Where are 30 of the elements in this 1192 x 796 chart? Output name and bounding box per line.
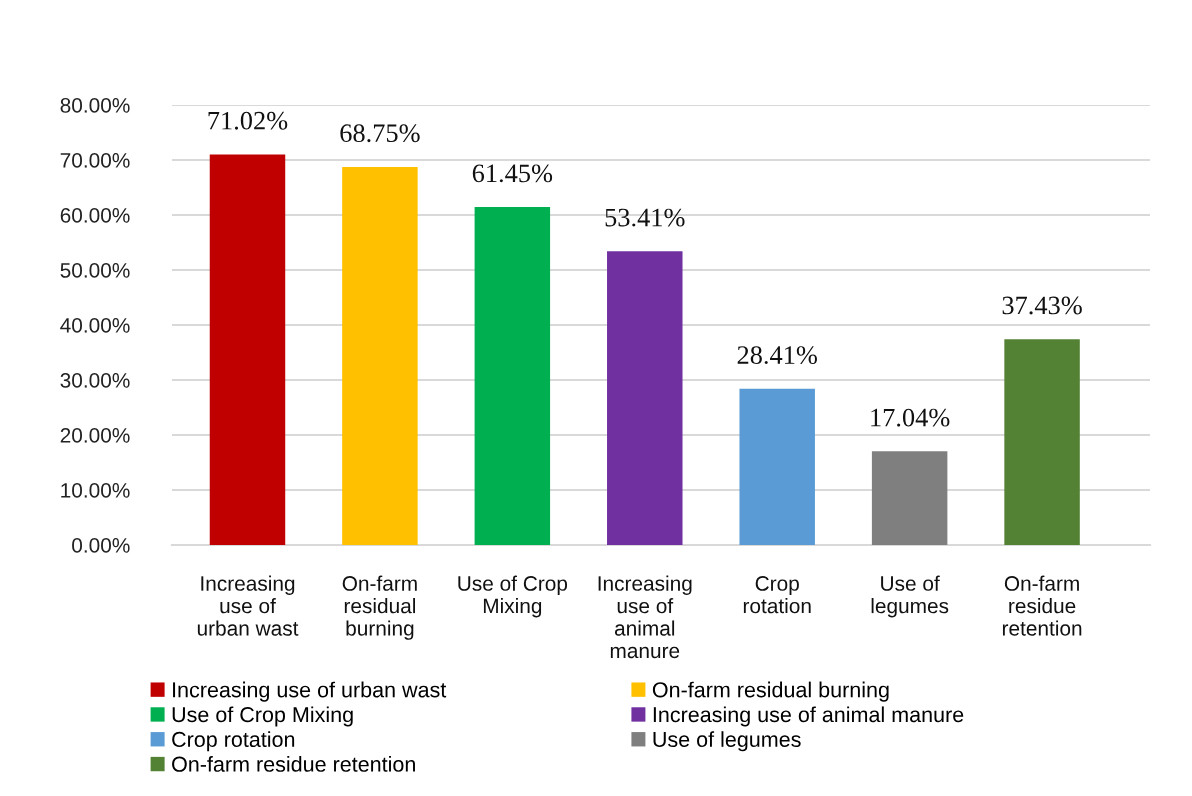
data-label: 68.75% <box>340 124 420 143</box>
legend-label: Crop rotation <box>172 731 295 752</box>
legend-label: Use of legumes <box>653 731 801 752</box>
y-tick-label: 30.00% <box>60 373 130 388</box>
legend-label: Increasing use of urban wast <box>173 681 447 702</box>
y-tick-label: 40.00% <box>60 318 130 333</box>
legend-label: Increasing use of animal manure <box>653 706 964 727</box>
x-tick-label: Use of legumes <box>871 575 949 618</box>
y-tick-label: 80.00% <box>60 98 130 113</box>
data-label: 37.43% <box>1002 296 1082 315</box>
y-tick-label: 0.00% <box>72 538 130 553</box>
data-label: 17.04% <box>871 408 950 427</box>
legend-label: On-farm residual burning <box>652 681 889 702</box>
y-tick-label: 20.00% <box>60 428 130 443</box>
y-tick-label: 70.00% <box>60 153 130 168</box>
data-label: 53.41% <box>605 208 685 227</box>
data-label: 28.41% <box>737 346 817 365</box>
x-tick-label: On-farm residual burning <box>342 575 417 640</box>
y-tick-label: 50.00% <box>60 263 130 278</box>
x-tick-label: Increasing use of animal manure <box>598 575 692 659</box>
y-tick-label: 60.00% <box>60 208 130 223</box>
data-label: 61.45% <box>472 164 553 183</box>
x-tick-label: Increasing use of urban wast <box>197 575 299 636</box>
x-tick-label: Crop rotation <box>743 576 811 614</box>
x-tick-label: On-farm residue retention <box>1002 575 1082 636</box>
legend-label: On-farm residue retention <box>172 756 415 772</box>
x-tick-label: Use of Crop Mixing <box>458 575 568 618</box>
data-label: 71.02% <box>208 111 288 130</box>
legend-label: Use of Crop Mixing <box>172 706 353 727</box>
y-tick-label: 10.00% <box>61 483 130 498</box>
